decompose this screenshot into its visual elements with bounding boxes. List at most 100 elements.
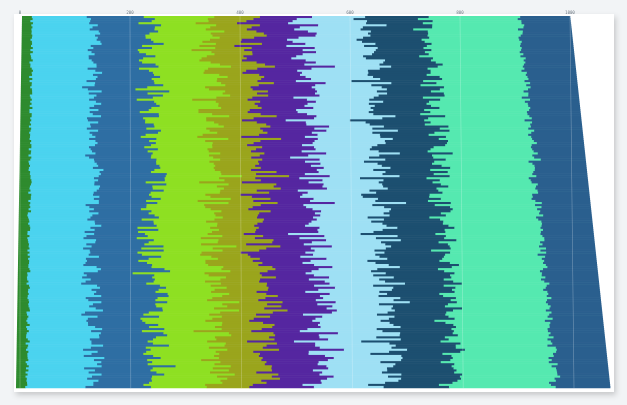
- bar-segment-row-174-series-3: [152, 375, 218, 378]
- bar-segment-row-65-series-5: [251, 150, 303, 153]
- bar-segment-row-172-series-6: [322, 371, 383, 374]
- bar-segment-row-47-series-6: [306, 113, 374, 116]
- bar-segment-row-65-series-7: [378, 150, 429, 153]
- bar-segment-row-47-series-3: [158, 113, 213, 116]
- bar-segment-row-151-series-9: [547, 328, 605, 331]
- bar-segment-row-125-series-6: [313, 274, 374, 277]
- bar-segment-row-17-series-6: [316, 51, 375, 54]
- bar-segment-row-114-series-7: [384, 251, 451, 254]
- bar-segment-row-129-series-4: [220, 282, 268, 285]
- bar-segment-row-12-series-5: [240, 40, 294, 44]
- bar-segment-row-56-series-3: [158, 131, 218, 135]
- bar-segment-row-160-series-4: [208, 346, 264, 349]
- bar-segment-row-53-series-5: [270, 125, 330, 128]
- bar-segment-row-61-series-1: [30, 142, 98, 145]
- bar-segment-row-151-series-0: [16, 328, 28, 331]
- bar-segment-row-43-series-7: [374, 104, 432, 108]
- bar-segment-row-1-series-4: [207, 18, 254, 21]
- bar-segment-row-131-series-8: [455, 286, 547, 290]
- bar-segment-row-12-series-4: [202, 40, 242, 44]
- bar-segment-row-14-series-6: [286, 44, 365, 48]
- bar-segment-row-109-series-5: [272, 241, 313, 244]
- bar-segment-row-143-series-5: [272, 311, 333, 314]
- bar-segment-row-57-series-7: [379, 133, 430, 137]
- bar-segment-row-126-series-4: [225, 276, 277, 279]
- bar-segment-row-25-series-2: [87, 67, 140, 70]
- bar-segment-row-59-series-1: [29, 137, 90, 141]
- bar-segment-row-81-series-6: [323, 183, 383, 186]
- bar-segment-row-43-series-4: [218, 104, 259, 108]
- bar-segment-row-93-series-0: [18, 208, 30, 211]
- bar-segment-row-83-series-3: [152, 187, 225, 190]
- bar-segment-row-58-series-6: [304, 135, 381, 139]
- bar-segment-row-107-series-6: [299, 237, 377, 240]
- bar-segment-row-134-series-6: [329, 292, 388, 296]
- bar-segment-row-87-series-6: [300, 195, 364, 199]
- bar-segment-row-20-series-7: [365, 57, 434, 60]
- bar-segment-row-43-series-3: [159, 104, 219, 108]
- bar-segment-row-173-series-0: [16, 373, 28, 376]
- bar-segment-row-107-series-1: [27, 237, 84, 240]
- bar-segment-row-71-series-6: [320, 162, 378, 166]
- bar-segment-row-139-series-5: [267, 303, 318, 306]
- bar-segment-row-69-series-1: [30, 158, 95, 161]
- bar-segment-row-27-series-2: [102, 71, 154, 75]
- bar-segment-row-148-series-2: [88, 321, 146, 325]
- bar-segment-row-36-series-5: [267, 90, 318, 93]
- bar-segment-row-82-series-5: [273, 185, 323, 188]
- bar-segment-row-34-series-2: [82, 86, 148, 89]
- bar-segment-row-42-series-1: [31, 102, 102, 106]
- bar-segment-row-94-series-3: [151, 210, 222, 213]
- bar-segment-row-71-series-0: [19, 162, 30, 166]
- bar-segment-row-126-series-6: [329, 276, 395, 279]
- bar-segment-row-95-series-9: [539, 212, 592, 215]
- bar-segment-row-148-series-9: [550, 321, 604, 325]
- bar-segment-row-119-series-6: [302, 261, 376, 265]
- bar-segment-row-65-series-4: [208, 150, 252, 153]
- bar-segment-row-54-series-0: [20, 127, 32, 130]
- bar-segment-row-99-series-4: [206, 220, 264, 223]
- grid-line-3: [349, 15, 353, 389]
- bar-segment-row-6-series-7: [360, 28, 414, 31]
- bar-segment-row-99-series-7: [371, 220, 444, 223]
- bar-segment-row-55-series-3: [160, 129, 211, 132]
- bar-segment-row-134-series-4: [229, 292, 267, 296]
- bar-segment-row-168-series-4: [214, 363, 266, 366]
- bar-segment-row-122-series-8: [437, 268, 544, 271]
- bar-segment-row-108-series-7: [400, 239, 457, 242]
- bar-segment-row-4-series-6: [318, 24, 387, 27]
- bar-segment-row-149-series-2: [88, 323, 159, 327]
- bar-segment-row-74-series-3: [154, 168, 216, 172]
- bar-segment-row-168-series-3: [147, 363, 215, 366]
- bar-segment-row-98-series-8: [440, 218, 539, 221]
- bar-segment-row-177-series-2: [93, 381, 150, 385]
- bar-segment-row-60-series-5: [260, 140, 315, 143]
- bar-segment-row-68-series-7: [369, 156, 434, 159]
- bar-segment-row-160-series-5: [262, 346, 321, 349]
- bar-segment-row-149-series-4: [221, 323, 275, 327]
- bar-segment-row-122-series-0: [17, 268, 30, 271]
- bar-segment-row-123-series-5: [267, 270, 312, 273]
- bar-segment-row-149-series-7: [393, 323, 454, 327]
- bar-segment-row-137-series-4: [207, 299, 259, 302]
- bar-segment-row-61-series-9: [536, 142, 585, 145]
- bar-segment-row-24-series-6: [334, 65, 392, 68]
- bar-segment-row-65-series-8: [427, 150, 535, 153]
- bar-segment-row-121-series-9: [547, 266, 598, 269]
- bar-segment-row-115-series-1: [27, 253, 90, 256]
- bar-segment-row-111-series-8: [449, 245, 540, 248]
- bar-segment-row-128-series-0: [17, 280, 29, 283]
- bar-segment-row-143-series-4: [220, 311, 274, 314]
- bar-segment-row-122-series-3: [164, 268, 222, 271]
- bar-segment-row-58-series-3: [140, 135, 198, 139]
- bar-segment-row-121-series-1: [28, 266, 97, 269]
- bar-segment-row-105-series-2: [94, 233, 146, 236]
- bar-segment-row-30-series-4: [217, 78, 262, 81]
- bar-segment-row-146-series-6: [315, 317, 390, 321]
- bar-segment-row-140-series-5: [281, 305, 333, 308]
- bar-segment-row-50-series-7: [349, 119, 425, 122]
- bar-segment-row-164-series-6: [324, 354, 402, 358]
- bar-segment-row-97-series-0: [18, 216, 29, 219]
- bar-segment-row-74-series-8: [430, 168, 536, 172]
- bar-segment-row-154-series-9: [548, 334, 605, 337]
